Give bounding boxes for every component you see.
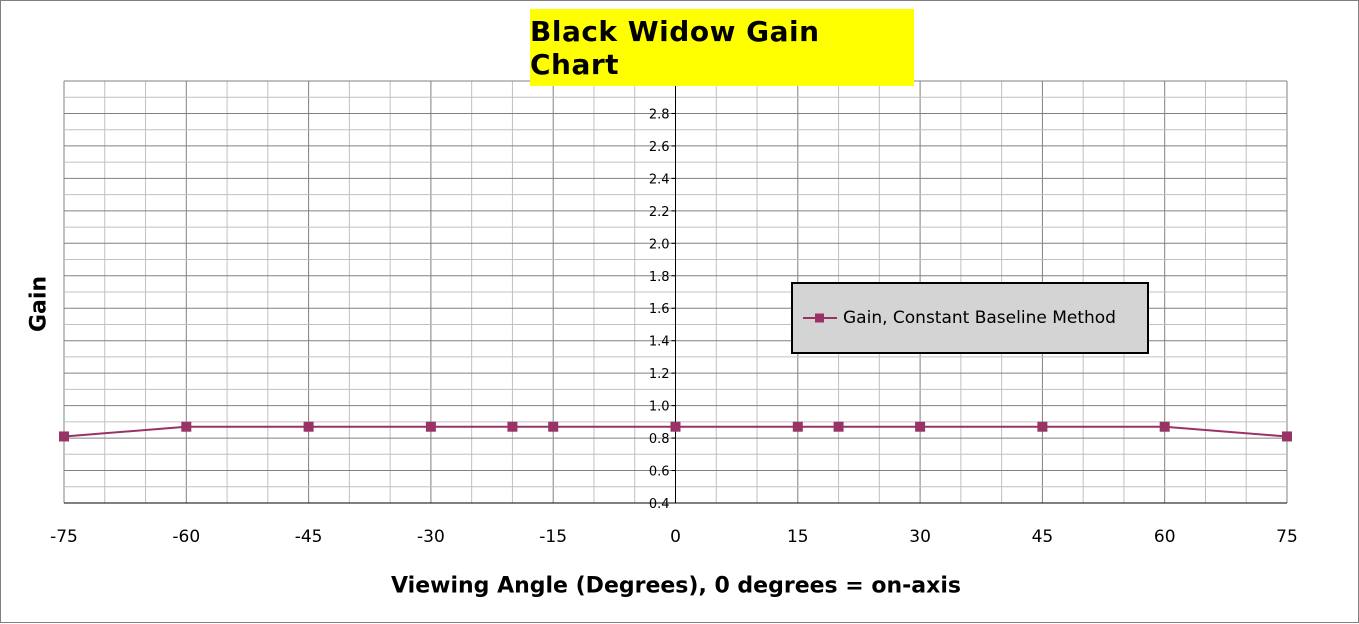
- y-tick-label: 2.4: [649, 172, 670, 187]
- legend: Gain, Constant Baseline Method: [791, 282, 1149, 354]
- y-tick-label: 0.6: [649, 465, 670, 480]
- x-tick-label: -30: [417, 527, 445, 547]
- y-tick-label: 2.6: [649, 140, 670, 155]
- x-tick-label: 60: [1154, 527, 1176, 547]
- y-tick-label: 1.8: [649, 270, 670, 285]
- x-tick-label: -60: [172, 527, 200, 547]
- y-tick-label: 2.8: [649, 107, 670, 122]
- legend-swatch: [803, 313, 837, 323]
- x-tick-label: -15: [539, 527, 567, 547]
- y-tick-label: 1.4: [649, 335, 670, 350]
- data-point-marker: [1282, 431, 1292, 442]
- y-tick-label: 1.6: [649, 302, 670, 317]
- data-point-marker: [915, 421, 926, 432]
- x-tick-label: 0: [670, 527, 681, 547]
- y-tick-label: 0.8: [649, 432, 670, 447]
- data-point-marker: [303, 421, 314, 432]
- x-tick-label: -45: [295, 527, 323, 547]
- data-point-marker: [181, 421, 192, 432]
- data-point-marker: [670, 421, 681, 432]
- data-point-marker: [833, 421, 844, 432]
- data-point-marker: [1037, 421, 1048, 432]
- data-point-marker: [507, 421, 518, 432]
- y-tick-label: 2.2: [649, 205, 670, 220]
- y-tick-label: 0.4: [649, 497, 670, 512]
- y-tick-label: 2.0: [649, 237, 670, 252]
- y-axis-label: Gain: [26, 275, 52, 333]
- x-tick-label: 15: [787, 527, 809, 547]
- data-point-marker: [59, 431, 69, 442]
- y-tick-label: 1.0: [649, 400, 670, 415]
- data-point-marker: [792, 421, 803, 432]
- chart-title: Black Widow Gain Chart: [530, 9, 914, 86]
- data-point-marker: [1159, 421, 1170, 432]
- data-point-marker: [425, 421, 436, 432]
- x-tick-label: 45: [1032, 527, 1054, 547]
- x-tick-label: 30: [909, 527, 931, 547]
- legend-label: Gain, Constant Baseline Method: [843, 308, 1116, 328]
- y-tick-label: 1.2: [649, 367, 670, 382]
- data-point-marker: [548, 421, 559, 432]
- x-tick-label: 75: [1276, 527, 1298, 547]
- x-tick-label: -75: [50, 527, 78, 547]
- x-axis-label: Viewing Angle (Degrees), 0 degrees = on-…: [391, 573, 961, 599]
